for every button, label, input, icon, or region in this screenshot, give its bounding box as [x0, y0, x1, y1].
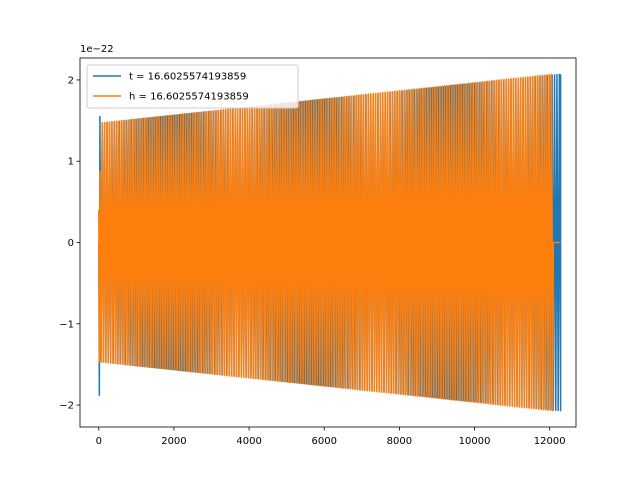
x-tick-label: 12000 [534, 436, 566, 447]
legend-box [86, 64, 299, 109]
y-tick-label: −2 [59, 401, 74, 412]
x-tick-label: 0 [96, 436, 102, 447]
y-tick-label: −1 [59, 319, 74, 330]
y-axis: −2 −1 0 1 2 [59, 75, 80, 412]
legend-label: t = 16.6025574193859 [129, 72, 246, 83]
x-tick-label: 6000 [312, 436, 337, 447]
x-tick-label: 2000 [161, 436, 186, 447]
legend: t = 16.6025574193859 h = 16.6025574193859 [86, 64, 299, 109]
y-tick-label: 0 [68, 238, 74, 249]
x-tick-label: 8000 [387, 436, 412, 447]
y-tick-label: 1 [68, 157, 74, 168]
y-offset-label: 1e−22 [80, 44, 114, 55]
series-layer [98, 73, 562, 412]
x-tick-label: 4000 [236, 436, 261, 447]
x-tick-label: 10000 [459, 436, 491, 447]
legend-label: h = 16.6025574193859 [129, 92, 249, 103]
x-axis: 0 2000 4000 6000 8000 10000 12000 [96, 427, 566, 447]
series-line-2 [98, 73, 561, 412]
y-tick-label: 2 [68, 75, 74, 86]
